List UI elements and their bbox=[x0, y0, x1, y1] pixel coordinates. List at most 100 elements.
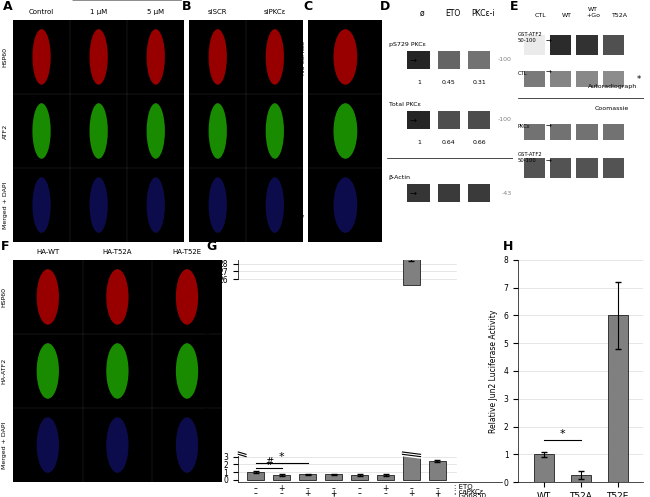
Text: 0.66: 0.66 bbox=[473, 140, 486, 145]
Text: 0.31: 0.31 bbox=[472, 80, 486, 85]
Bar bbox=[550, 71, 571, 86]
Bar bbox=[377, 475, 394, 480]
Text: –: – bbox=[280, 494, 284, 497]
Text: -100: -100 bbox=[498, 117, 512, 122]
Text: +: + bbox=[408, 489, 415, 497]
Text: CTL: CTL bbox=[534, 12, 547, 18]
Text: –: – bbox=[358, 484, 361, 493]
Ellipse shape bbox=[147, 177, 165, 233]
Text: –: – bbox=[358, 494, 361, 497]
Text: *: * bbox=[279, 452, 285, 462]
Bar bbox=[550, 158, 571, 177]
Ellipse shape bbox=[90, 29, 108, 84]
Ellipse shape bbox=[333, 177, 358, 233]
Text: –: – bbox=[384, 489, 387, 497]
Bar bbox=[550, 35, 571, 56]
Bar bbox=[325, 474, 342, 480]
Text: Merged + DAPI: Merged + DAPI bbox=[179, 181, 185, 229]
Text: Merged + DAPI: Merged + DAPI bbox=[2, 421, 6, 469]
Ellipse shape bbox=[266, 29, 284, 84]
Text: 1: 1 bbox=[417, 140, 421, 145]
Bar bbox=[523, 124, 545, 140]
Ellipse shape bbox=[106, 269, 129, 325]
Ellipse shape bbox=[106, 343, 129, 399]
Y-axis label: Relative Jun2 Luciferase Activity: Relative Jun2 Luciferase Activity bbox=[204, 309, 213, 433]
Text: –: – bbox=[410, 494, 413, 497]
Text: D: D bbox=[380, 0, 390, 13]
Text: HA-WT: HA-WT bbox=[36, 249, 59, 255]
Text: PKCε: PKCε bbox=[518, 124, 530, 129]
Ellipse shape bbox=[209, 103, 227, 159]
Text: WT: WT bbox=[562, 12, 572, 18]
Text: CTL: CTL bbox=[518, 71, 528, 76]
Bar bbox=[577, 158, 597, 177]
Text: HSP60: HSP60 bbox=[2, 287, 6, 307]
Text: *: * bbox=[637, 76, 641, 84]
Text: –: – bbox=[436, 484, 439, 493]
Text: 0.45: 0.45 bbox=[442, 80, 456, 85]
Text: pS729 PKCε: pS729 PKCε bbox=[389, 42, 426, 47]
Text: –: – bbox=[254, 494, 258, 497]
Text: B: B bbox=[183, 0, 192, 13]
Text: –: – bbox=[332, 484, 335, 493]
Ellipse shape bbox=[36, 269, 59, 325]
Text: +: + bbox=[279, 484, 285, 493]
Text: –: – bbox=[306, 484, 309, 493]
Text: H: H bbox=[503, 240, 514, 253]
Text: →: → bbox=[545, 70, 551, 76]
Text: : Gö6850: : Gö6850 bbox=[454, 494, 486, 497]
Text: ø: ø bbox=[421, 8, 425, 18]
Ellipse shape bbox=[32, 177, 51, 233]
Text: -100: -100 bbox=[498, 57, 512, 63]
Bar bbox=[577, 71, 597, 86]
Text: β-Actin: β-Actin bbox=[389, 175, 411, 180]
Bar bbox=[468, 111, 490, 129]
Ellipse shape bbox=[266, 103, 284, 159]
Text: WT
+Go: WT +Go bbox=[586, 7, 600, 18]
Ellipse shape bbox=[333, 29, 358, 84]
Bar bbox=[603, 71, 624, 86]
Bar bbox=[408, 111, 430, 129]
Text: HA-T52A: HA-T52A bbox=[103, 249, 132, 255]
Text: C: C bbox=[304, 0, 313, 13]
Text: HIS-caPKCε: HIS-caPKCε bbox=[300, 39, 306, 75]
Ellipse shape bbox=[176, 343, 198, 399]
Text: HSP60: HSP60 bbox=[3, 47, 8, 67]
Bar bbox=[571, 475, 591, 482]
Text: 0.64: 0.64 bbox=[442, 140, 456, 145]
Text: HSP60: HSP60 bbox=[179, 47, 185, 67]
Text: →: → bbox=[545, 159, 551, 165]
Text: -43: -43 bbox=[502, 191, 512, 196]
Bar bbox=[523, 35, 545, 56]
Bar bbox=[523, 71, 545, 86]
Text: –: – bbox=[280, 489, 284, 497]
Text: 1 μM: 1 μM bbox=[90, 9, 107, 15]
Ellipse shape bbox=[90, 103, 108, 159]
Ellipse shape bbox=[176, 417, 198, 473]
Text: PKCε-i: PKCε-i bbox=[471, 8, 495, 18]
Text: ATF2: ATF2 bbox=[179, 123, 185, 139]
Bar bbox=[608, 316, 628, 482]
Ellipse shape bbox=[266, 177, 284, 233]
Text: Autoradiograph: Autoradiograph bbox=[588, 84, 637, 89]
Ellipse shape bbox=[147, 103, 165, 159]
Text: G: G bbox=[206, 240, 216, 253]
Bar bbox=[403, 85, 420, 285]
Text: A: A bbox=[3, 0, 12, 13]
Bar bbox=[408, 51, 430, 69]
Ellipse shape bbox=[176, 269, 198, 325]
Text: ETO: ETO bbox=[445, 8, 460, 18]
Text: →: → bbox=[410, 189, 417, 198]
Text: –: – bbox=[410, 484, 413, 493]
Text: +: + bbox=[330, 489, 337, 497]
Text: –: – bbox=[358, 489, 361, 497]
Bar bbox=[523, 158, 545, 177]
Text: T52A: T52A bbox=[612, 12, 628, 18]
Bar bbox=[437, 51, 460, 69]
Bar bbox=[300, 474, 316, 480]
Text: –: – bbox=[384, 494, 387, 497]
Bar bbox=[550, 124, 571, 140]
Text: 5 μM: 5 μM bbox=[147, 9, 164, 15]
Ellipse shape bbox=[209, 177, 227, 233]
Text: GST-ATF2
50-100: GST-ATF2 50-100 bbox=[518, 152, 543, 163]
